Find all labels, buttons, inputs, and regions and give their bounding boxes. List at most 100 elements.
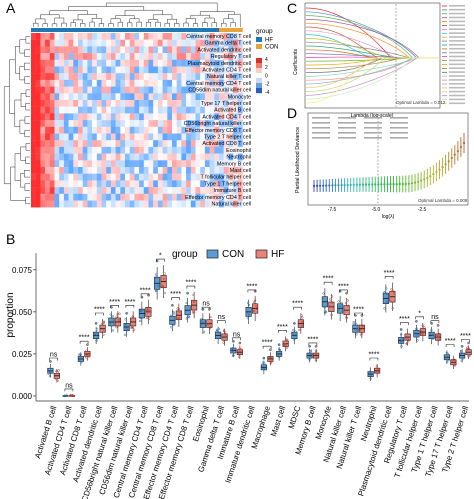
box-point bbox=[309, 350, 312, 353]
heatmap-cell bbox=[162, 146, 168, 154]
heatmap-cell bbox=[106, 93, 112, 101]
heatmap-row-label: Type 17 T helper cell bbox=[201, 101, 251, 107]
heatmap-cell bbox=[31, 133, 36, 141]
box-point bbox=[300, 314, 303, 317]
heatmap-cell bbox=[82, 133, 88, 141]
dendrogram-branch bbox=[155, 21, 161, 27]
heatmap-cell bbox=[59, 146, 65, 154]
dendrogram-branch bbox=[25, 143, 30, 151]
heatmap-cell bbox=[68, 167, 74, 174]
box-point bbox=[460, 359, 463, 362]
heatmap-cell bbox=[129, 73, 135, 81]
box-point bbox=[163, 291, 166, 294]
heatmap-cell bbox=[172, 167, 177, 174]
heatmap-cell bbox=[228, 39, 234, 47]
box-point bbox=[145, 316, 149, 320]
heatmap-cell bbox=[40, 140, 46, 148]
heatmap-cell bbox=[153, 106, 159, 114]
heatmap-cell bbox=[31, 113, 36, 121]
heatmap-cell bbox=[129, 86, 135, 94]
heatmap-cell bbox=[153, 146, 159, 154]
heatmap-cell bbox=[181, 59, 187, 67]
heatmap-cell bbox=[176, 167, 182, 174]
box-point bbox=[148, 317, 151, 320]
heatmap-cell bbox=[176, 180, 182, 188]
box-point bbox=[294, 330, 297, 333]
heatmap-cell bbox=[45, 180, 50, 188]
heatmap-cell bbox=[125, 187, 130, 194]
heatmap-cell bbox=[73, 180, 79, 188]
significance-label: **** bbox=[277, 324, 288, 331]
lasso-legend-text bbox=[449, 55, 465, 58]
dendrogram-branch bbox=[25, 103, 30, 111]
box-point bbox=[369, 377, 372, 380]
box-point bbox=[399, 333, 403, 336]
heatmap-cell bbox=[148, 126, 154, 134]
heatmap-row-label: CD56bright natural killer cell bbox=[184, 121, 251, 127]
heatmap-cell bbox=[78, 200, 83, 208]
heatmap-cell bbox=[190, 160, 196, 168]
box-point bbox=[385, 287, 388, 290]
heatmap-cell bbox=[54, 33, 60, 40]
group-bar-cell bbox=[110, 28, 116, 32]
heatmap-cell bbox=[228, 66, 234, 74]
heatmap-cell bbox=[167, 153, 173, 161]
heatmap-cell bbox=[219, 66, 224, 74]
heatmap-cell bbox=[143, 39, 149, 47]
cv-point bbox=[355, 183, 358, 186]
heatmap-cell bbox=[106, 79, 112, 87]
heatmap-cell bbox=[209, 59, 215, 67]
heatmap-cell bbox=[63, 53, 69, 60]
heatmap-cell bbox=[101, 86, 107, 94]
box-point bbox=[414, 328, 418, 331]
heatmap-cell bbox=[162, 79, 168, 87]
box-point bbox=[156, 284, 159, 287]
dendrogram-branch bbox=[19, 119, 25, 134]
heatmap-cell bbox=[115, 93, 121, 101]
box-point bbox=[360, 332, 363, 336]
box-outlier bbox=[269, 348, 272, 352]
box-point bbox=[385, 300, 389, 304]
heatmap-cell bbox=[223, 73, 229, 81]
heatmap-cell bbox=[157, 113, 163, 121]
heatmap-cell bbox=[96, 39, 102, 47]
heatmap-cell bbox=[54, 193, 60, 201]
heatmap-cell bbox=[125, 73, 130, 81]
cv-legend-text bbox=[338, 127, 356, 129]
heatmap-cell bbox=[78, 46, 83, 54]
heatmap-cell bbox=[162, 180, 168, 188]
heatmap-cell bbox=[78, 187, 83, 194]
dendrogram-branch bbox=[164, 22, 170, 27]
heatmap-cell bbox=[228, 59, 234, 67]
heatmap-cell bbox=[228, 187, 234, 194]
heatmap-cell bbox=[92, 106, 97, 114]
heatmap-cell bbox=[115, 39, 121, 47]
heatmap-cell bbox=[157, 33, 163, 40]
box-point bbox=[80, 360, 83, 364]
heatmap-cell bbox=[223, 160, 229, 168]
heatmap-cell bbox=[186, 133, 191, 141]
heatmap-row-label: Regulatory T cell bbox=[211, 54, 251, 60]
heatmap-cell bbox=[45, 46, 50, 54]
heatmap-cell bbox=[167, 200, 173, 208]
heatmap-cell bbox=[115, 33, 121, 40]
heatmap-cell bbox=[200, 193, 206, 201]
heatmap-cell bbox=[31, 126, 36, 134]
lasso-legend-text bbox=[449, 90, 465, 93]
significance-label: **** bbox=[399, 316, 410, 323]
box-point bbox=[337, 300, 340, 303]
heatmap-cell bbox=[101, 73, 107, 81]
heatmap-cell bbox=[45, 100, 50, 107]
heatmap-cell bbox=[129, 167, 135, 174]
heatmap-cell bbox=[237, 173, 243, 181]
cv-annotation: Optimal Lambda = 0.008 bbox=[418, 198, 468, 203]
box-point bbox=[399, 339, 403, 342]
heatmap-cell bbox=[115, 53, 121, 60]
heatmap-cell bbox=[162, 33, 168, 40]
heatmap-cell bbox=[162, 193, 168, 201]
lasso-coefficient-path bbox=[305, 38, 439, 59]
box-point bbox=[369, 374, 372, 377]
heatmap-cell bbox=[162, 173, 168, 181]
lasso-coefficient-path bbox=[305, 57, 439, 89]
